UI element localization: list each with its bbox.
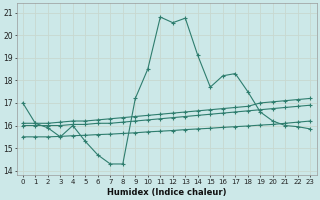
X-axis label: Humidex (Indice chaleur): Humidex (Indice chaleur) — [107, 188, 226, 197]
